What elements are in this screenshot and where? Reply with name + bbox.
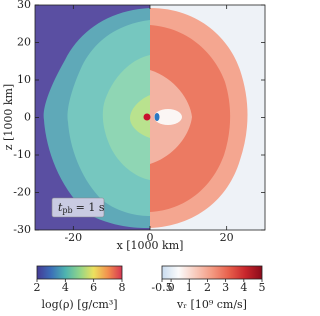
colorbar-tick-label: 4 bbox=[240, 281, 247, 294]
colorbar-tick-label: 4 bbox=[62, 281, 69, 294]
annotation-text: = 1 s bbox=[76, 201, 105, 214]
colorbar-tick-label: 8 bbox=[119, 281, 126, 294]
x-tick-label: 0 bbox=[147, 231, 154, 244]
colorbar-label: log(ρ) [g/cm³] bbox=[41, 298, 117, 311]
colorbar-tick-label: 6 bbox=[90, 281, 97, 294]
y-tick-label: 0 bbox=[24, 111, 31, 124]
annotation-subscript: pb bbox=[62, 206, 72, 215]
colorbar-tick-label: 1 bbox=[186, 281, 193, 294]
y-tick-label: -20 bbox=[13, 186, 31, 199]
heatmap-image bbox=[35, 5, 265, 230]
colorbar-tick-label: 2 bbox=[204, 281, 211, 294]
annotation: tpb = 1 s bbox=[58, 201, 105, 215]
annotation-symbol: t bbox=[58, 201, 63, 214]
x-axis-label: x [1000 km] bbox=[117, 239, 184, 252]
colorbar-tick-label: 3 bbox=[222, 281, 229, 294]
y-tick-label: 30 bbox=[17, 0, 31, 11]
colorbar-tick-label: 0 bbox=[168, 281, 175, 294]
figure: tpb = 1 s x [1000 km] z [1000 km] -20 0 20-… bbox=[2, 0, 266, 311]
x-tick-label: 20 bbox=[220, 231, 234, 244]
y-tick-label: -30 bbox=[13, 223, 31, 236]
x-tick-label: -20 bbox=[64, 231, 82, 244]
colorbar-tick-label: -0.5 bbox=[151, 281, 172, 294]
y-tick-label: -10 bbox=[13, 148, 31, 161]
y-axis-label: z [1000 km] bbox=[2, 84, 15, 150]
colorbar-tick-label: 2 bbox=[34, 281, 41, 294]
y-tick-label: 20 bbox=[17, 36, 31, 49]
y-tick-label: 10 bbox=[17, 73, 31, 86]
annotation-box bbox=[51, 197, 105, 218]
colorbar bbox=[161, 265, 263, 280]
colorbar-label: vᵣ [10⁹ cm/s] bbox=[176, 298, 247, 311]
colorbar bbox=[36, 265, 123, 280]
colorbar-tick-label: 5 bbox=[259, 281, 266, 294]
